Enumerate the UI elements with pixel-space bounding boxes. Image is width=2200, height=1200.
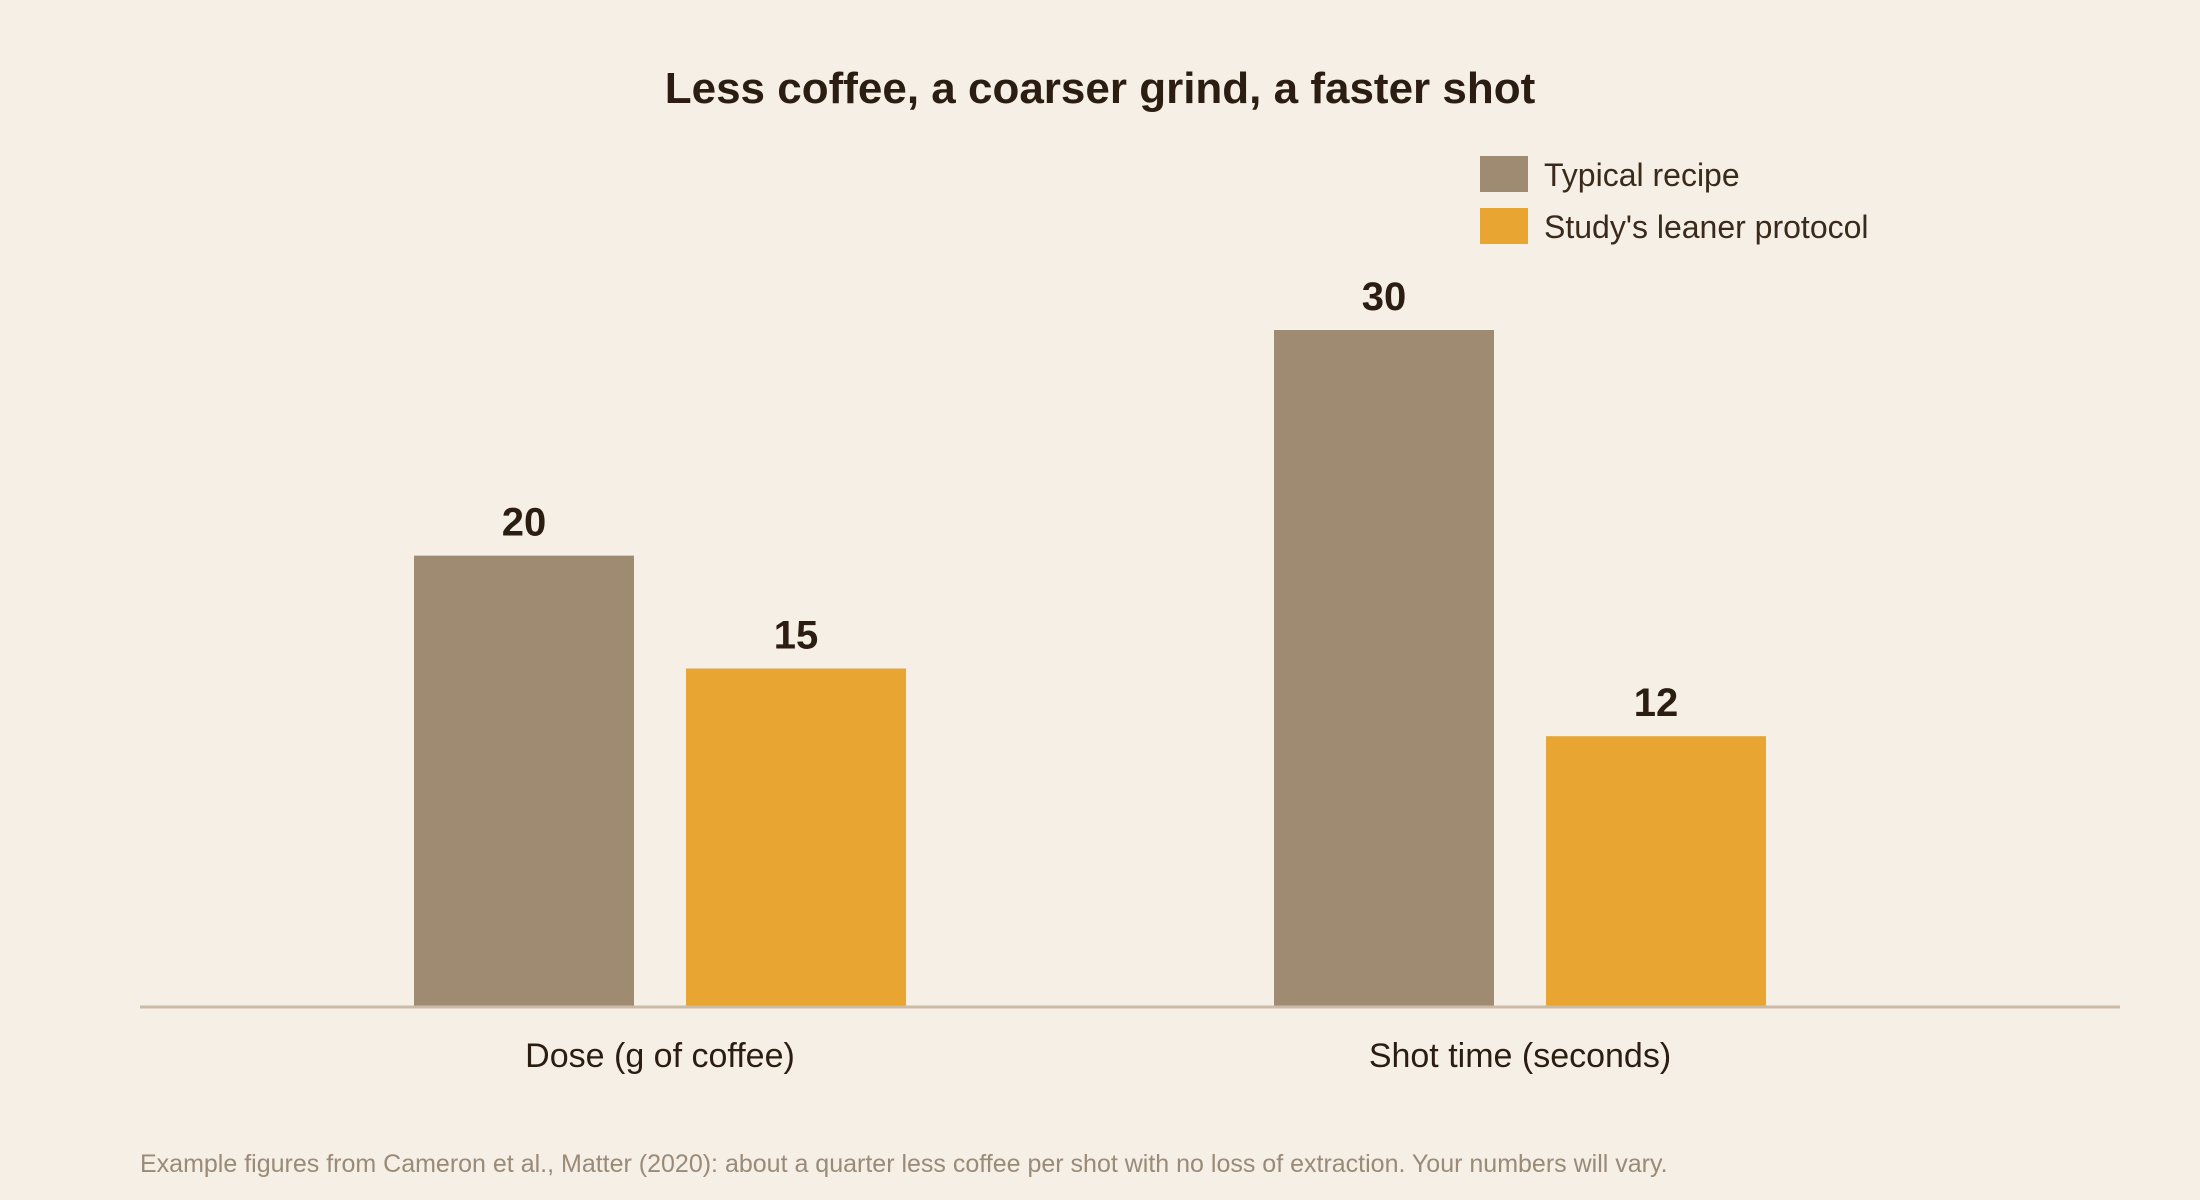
bar-lean-0 [686,668,906,1007]
category-label-1: Shot time (seconds) [1369,1037,1671,1075]
legend: Typical recipe Study's leaner protocol [1480,156,1869,245]
bars [414,330,1766,1007]
value-label-typical-1: 30 [1362,275,1407,319]
bar-lean-1 [1546,736,1766,1007]
category-labels: Dose (g of coffee) Shot time (seconds) [525,1037,1671,1075]
legend-swatch-typical [1480,156,1528,192]
bar-typical-1 [1274,330,1494,1007]
bar-typical-0 [414,555,634,1007]
legend-label-typical: Typical recipe [1544,157,1740,193]
category-label-0: Dose (g of coffee) [525,1037,795,1075]
footnote: Example figures from Cameron et al., Mat… [140,1150,1668,1178]
value-label-lean-1: 12 [1634,681,1679,725]
legend-label-lean: Study's leaner protocol [1544,209,1869,245]
value-labels: 20 15 30 12 [502,275,1679,725]
value-label-typical-0: 20 [502,501,547,545]
value-label-lean-0: 15 [774,614,819,658]
legend-swatch-lean [1480,208,1528,244]
chart-title: Less coffee, a coarser grind, a faster s… [665,64,1536,113]
